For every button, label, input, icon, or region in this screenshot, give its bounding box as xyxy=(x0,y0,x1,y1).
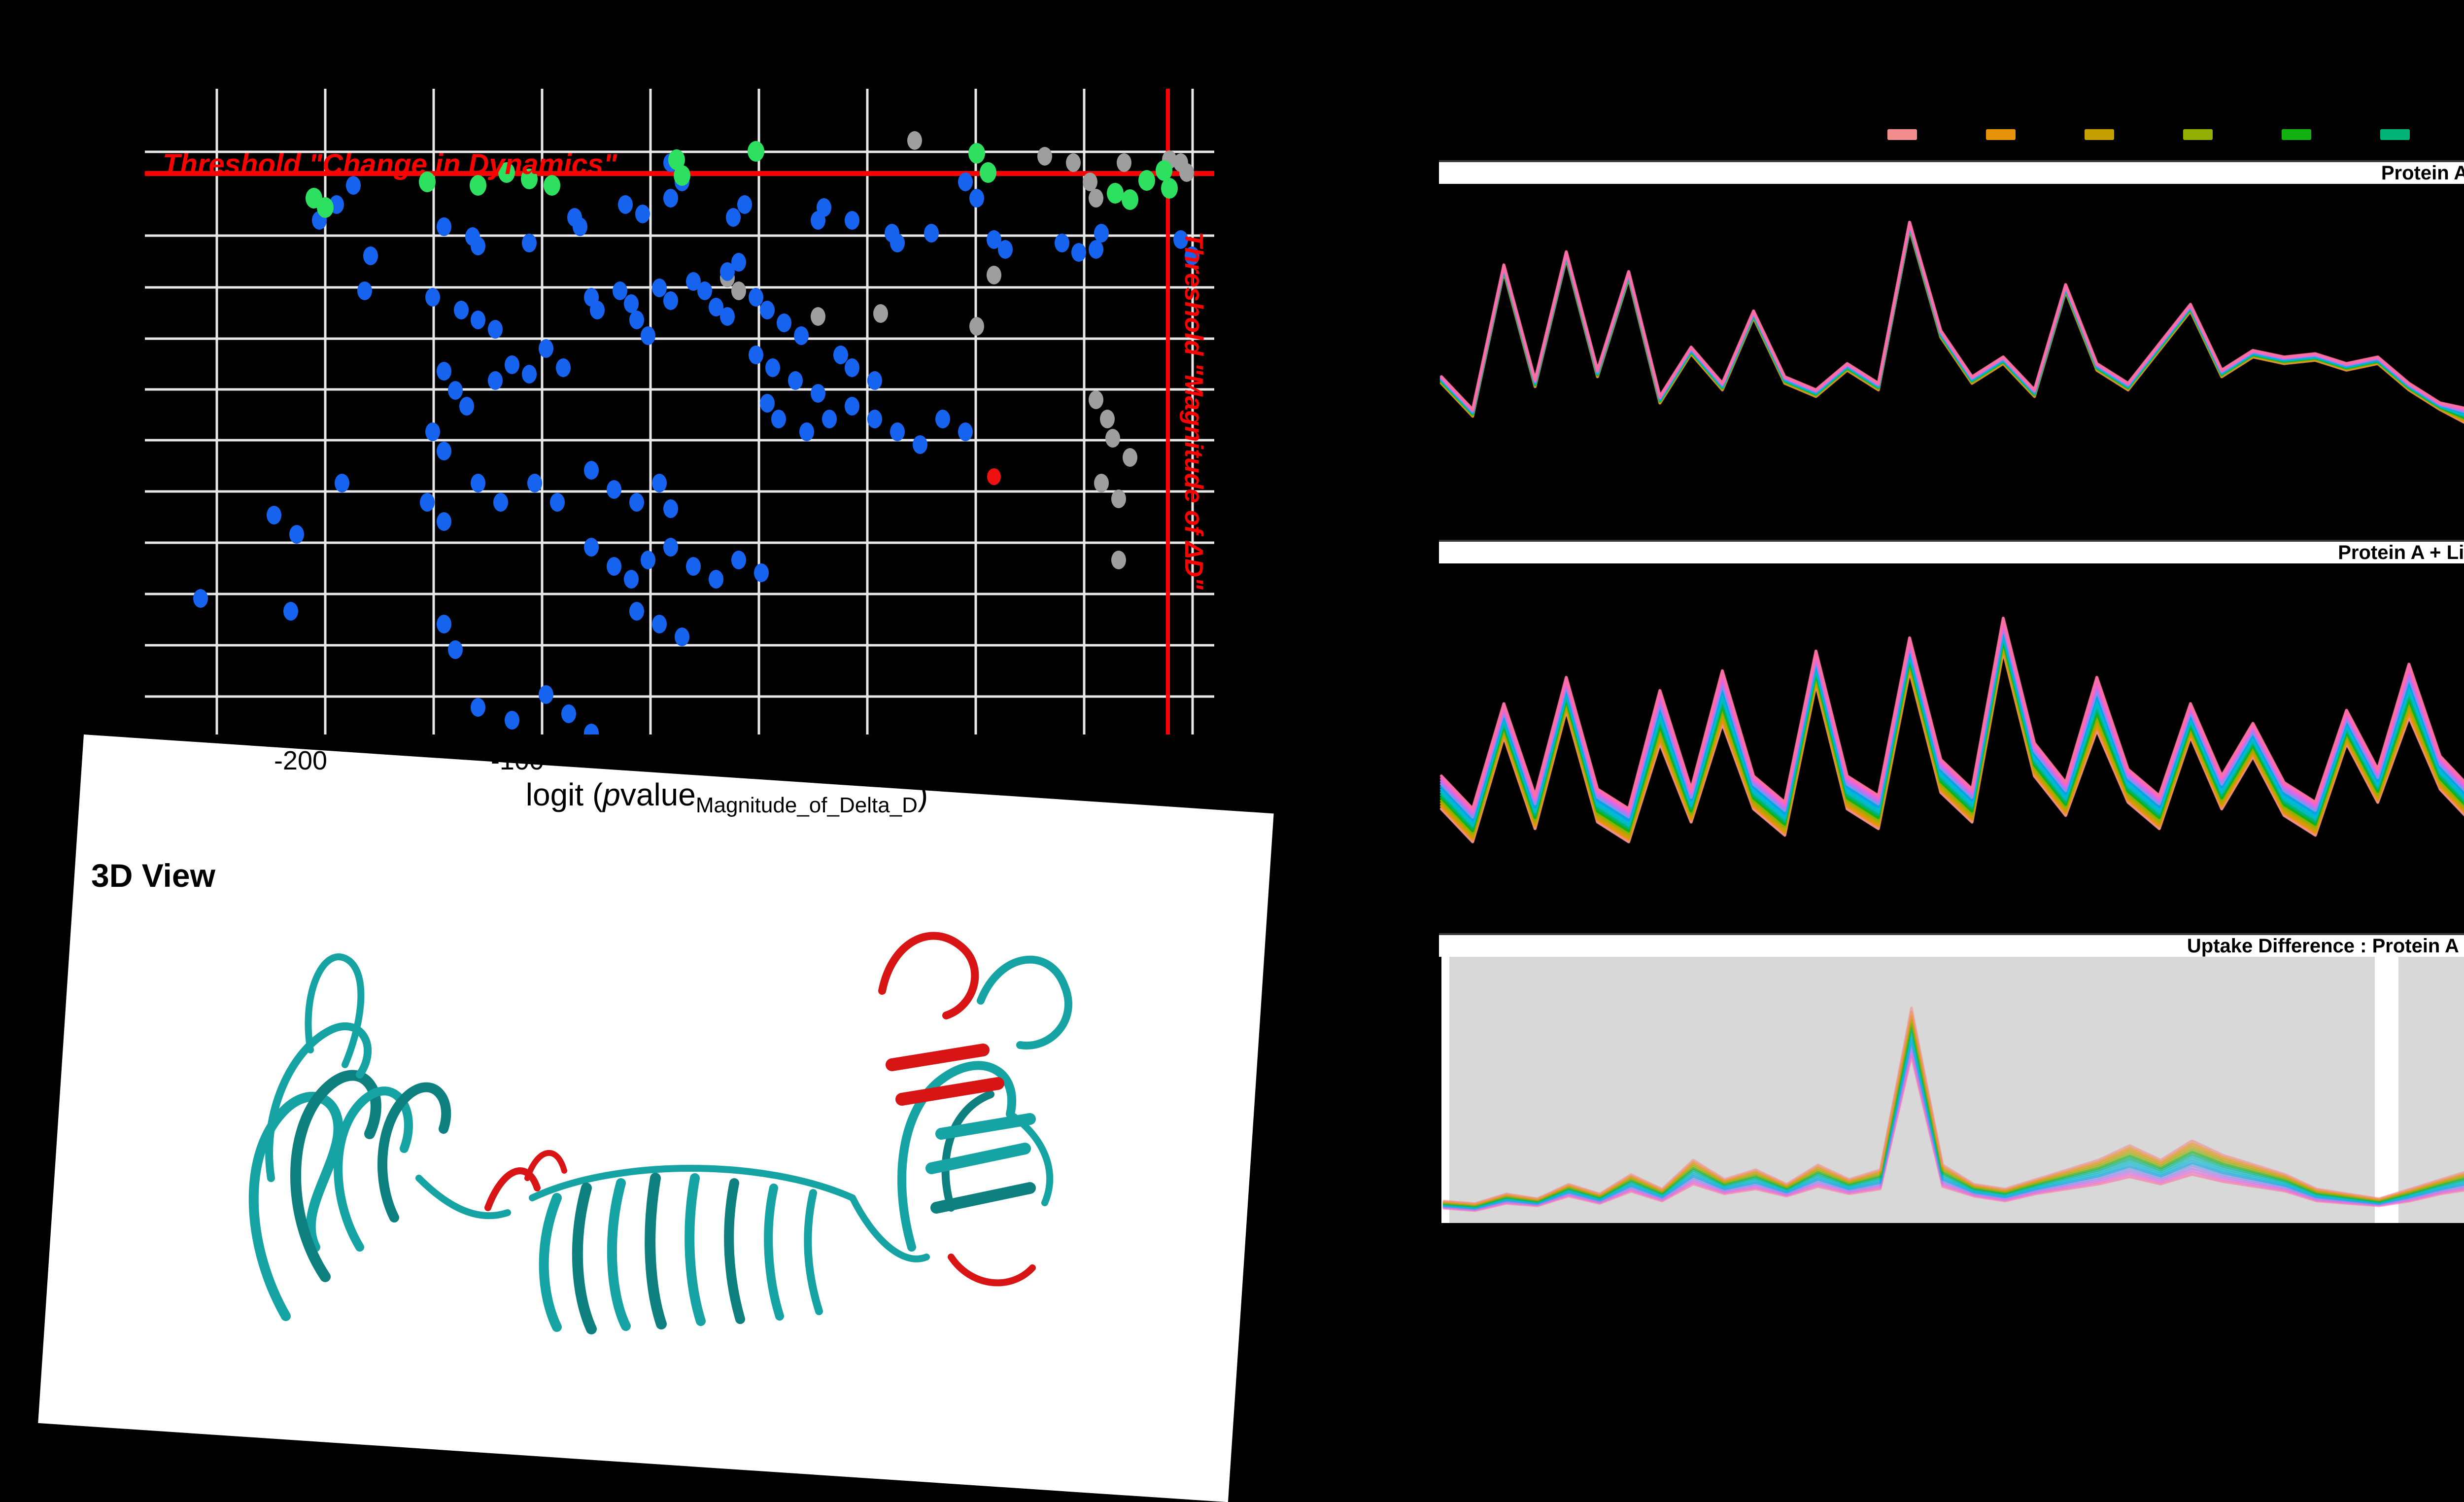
x-label-subscript: Magnitude_of_Delta_D xyxy=(695,793,918,817)
legend-swatch-0[interactable] xyxy=(1887,129,1917,140)
threshold-magnitude-label: Threshold "Magnitude of ΔD" xyxy=(1179,232,1208,590)
ribbon-strand xyxy=(948,1254,1036,1287)
legend-swatch-1[interactable] xyxy=(1986,129,2016,140)
ribbon-strand xyxy=(415,1175,511,1220)
ribbon-strand xyxy=(572,1183,597,1334)
threshold-dynamics-label: Threshold "Change in Dynamics" xyxy=(163,148,617,180)
x-tick-minus-100: -100 xyxy=(490,746,545,775)
ribbon-strand xyxy=(529,1165,856,1201)
panel2-title-bar: Protein A + Ligand xyxy=(1439,540,2464,563)
ribbon-strand xyxy=(886,1044,990,1071)
panel3-title: Uptake Difference : Protein A - (Protein… xyxy=(2187,935,2464,957)
ribbon-strand xyxy=(977,955,1072,1050)
ribbon-strand xyxy=(539,1193,562,1332)
ribbon-strand xyxy=(334,1086,413,1252)
ribbon-strand xyxy=(895,1077,1004,1106)
ribbon-strand xyxy=(941,1090,994,1212)
ribbon-strand xyxy=(804,1189,823,1315)
ribbon-strand xyxy=(645,1173,667,1329)
protein-a-ligand-uptake-chart[interactable] xyxy=(1439,561,2464,917)
panel1-title-bar: Protein A xyxy=(1439,160,2464,184)
uptake-difference-canvas[interactable] xyxy=(1441,954,2464,1223)
ribbon-strand xyxy=(265,1022,372,1182)
app-root: { "app": { "background": "#000000" }, "v… xyxy=(38,89,2464,1502)
volcano-x-axis-label: logit (pvalueMagnitude_of_Delta_D) xyxy=(419,776,1035,818)
ribbon-strand xyxy=(925,1143,1031,1174)
timepoint-legend xyxy=(1887,129,2464,140)
protein-ribbon[interactable] xyxy=(212,902,1321,1341)
x-label-prefix: logit ( xyxy=(525,777,603,812)
panel2-title: Protein A + Ligand xyxy=(2338,541,2464,563)
legend-swatch-5[interactable] xyxy=(2380,129,2410,140)
legend-swatch-3[interactable] xyxy=(2183,129,2213,140)
volcano-plot[interactable] xyxy=(145,89,1214,734)
ribbon-strand xyxy=(484,1167,541,1211)
ribbon-strand xyxy=(878,932,979,1019)
ribbon-strand xyxy=(849,1194,930,1262)
uptake-difference-chart[interactable] xyxy=(1441,954,2464,1223)
ribbon-strand xyxy=(524,1150,567,1181)
panel1-title: Protein A xyxy=(2381,162,2464,184)
3d-view-title: 3D View xyxy=(91,857,215,894)
x-label-suffix: ) xyxy=(917,777,928,812)
ribbon-strand xyxy=(684,1173,706,1326)
ribbon-strand xyxy=(377,1082,451,1223)
ribbon-strand xyxy=(930,1182,1036,1214)
ribbon-strand xyxy=(724,1178,745,1324)
ribbon-strand xyxy=(764,1184,784,1321)
x-label-value: value xyxy=(620,777,696,812)
x-label-p: p xyxy=(603,777,620,812)
legend-swatch-4[interactable] xyxy=(2282,129,2311,140)
ribbon-strand xyxy=(1007,1111,1054,1206)
ribbon-strand xyxy=(305,953,365,1068)
x-tick-minus-200: -200 xyxy=(274,746,328,775)
ribbon-strand xyxy=(897,1061,1017,1252)
ribbon-strand xyxy=(248,1091,343,1321)
legend-swatch-2[interactable] xyxy=(2085,129,2114,140)
ribbon-strand xyxy=(607,1178,631,1331)
protein-a-uptake-chart[interactable] xyxy=(1439,182,2464,538)
panel3-title-bar: Uptake Difference : Protein A - (Protein… xyxy=(1439,933,2464,957)
